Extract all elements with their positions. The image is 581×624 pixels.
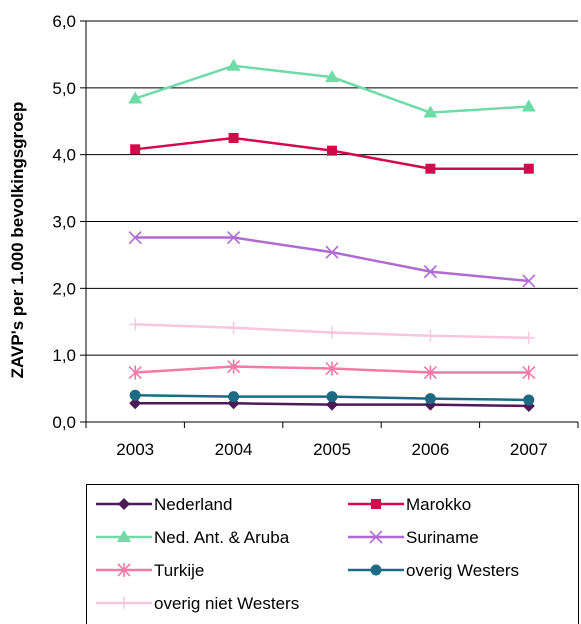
data-point — [128, 365, 142, 380]
legend-label: Nederland — [154, 495, 232, 514]
data-point — [325, 70, 339, 83]
data-point — [523, 394, 535, 406]
axes: 0,0 1,0 2,0 3,0 4,0 5,0 6,0 2003 2004 2005 2006 200… — [52, 12, 579, 459]
x-tick-label: 2006 — [411, 440, 449, 459]
y-tick-label: 0,0 — [52, 413, 76, 432]
y-tick-label: 4,0 — [52, 146, 76, 165]
data-point — [326, 391, 338, 403]
data-point — [227, 230, 241, 245]
data-point — [423, 365, 437, 380]
data-point — [424, 329, 437, 342]
x-tick-label: 2003 — [116, 440, 154, 459]
legend-label: Ned. Ant. & Aruba — [154, 528, 290, 547]
data-point — [129, 389, 141, 401]
legend-label: Turkije — [154, 561, 204, 580]
legend: Nederland Marokko Ned. Ant. & Aruba Surinam… — [86, 484, 579, 624]
data-point — [325, 245, 339, 259]
data-point — [228, 391, 240, 403]
legend-marker — [117, 563, 131, 577]
x-tick-label: 2004 — [215, 440, 253, 459]
legend-marker — [118, 597, 130, 609]
legend-marker — [369, 530, 383, 544]
data-point — [326, 398, 338, 411]
data-point — [129, 318, 142, 331]
data-point — [128, 230, 142, 245]
x-tick-label: 2007 — [510, 440, 548, 459]
series-line — [135, 236, 529, 283]
legend-marker — [117, 530, 131, 542]
legend-item: Ned. Ant. & Aruba — [96, 528, 290, 547]
legend-marker — [371, 499, 381, 509]
legend-label: Marokko — [406, 495, 471, 514]
series-overig-westers — [129, 389, 535, 406]
data-point — [521, 99, 536, 112]
series-lines — [128, 58, 536, 412]
data-point — [226, 58, 241, 71]
data-point — [325, 361, 339, 376]
series-ned-ant-aruba — [128, 58, 536, 118]
legend-label: Suriname — [406, 528, 479, 547]
legend-box — [86, 484, 579, 624]
data-point — [424, 393, 436, 405]
series-turkije — [128, 359, 536, 380]
data-point — [522, 274, 536, 288]
data-point — [423, 265, 437, 279]
data-point — [327, 145, 337, 156]
data-point — [129, 397, 142, 410]
data-point — [228, 132, 239, 143]
legend-marker — [370, 564, 382, 576]
data-point — [227, 359, 241, 374]
data-point — [522, 331, 535, 344]
legend-label: overig Westers — [406, 561, 519, 580]
y-tick-label: 1,0 — [52, 346, 76, 365]
data-point — [227, 321, 240, 334]
y-tick-label: 3,0 — [52, 213, 76, 232]
legend-item: Turkije — [96, 561, 204, 580]
legend-item: Suriname — [348, 528, 479, 547]
data-point — [425, 163, 436, 174]
data-point — [522, 365, 536, 380]
y-tick-label: 5,0 — [52, 79, 76, 98]
data-point — [523, 163, 534, 174]
data-point — [326, 326, 338, 339]
data-point — [128, 91, 143, 104]
legend-marker — [118, 498, 130, 510]
x-tick-label: 2005 — [313, 440, 351, 459]
y-tick-label: 2,0 — [52, 279, 76, 298]
series-marokko — [130, 132, 534, 174]
legend-item: overig Westers — [348, 561, 519, 580]
legend-item: Marokko — [348, 495, 471, 514]
legend-item: overig niet Westers — [96, 594, 299, 613]
y-axis-title: ZAVP's per 1.000 bevolkingsgroep — [8, 102, 27, 379]
y-tick-label: 6,0 — [52, 12, 76, 31]
data-point — [423, 105, 438, 118]
series-suriname — [128, 230, 536, 288]
legend-item: Nederland — [96, 495, 232, 514]
series-overig-niet-westers — [129, 318, 535, 344]
data-point — [130, 144, 141, 155]
legend-label: overig niet Westers — [154, 594, 299, 613]
